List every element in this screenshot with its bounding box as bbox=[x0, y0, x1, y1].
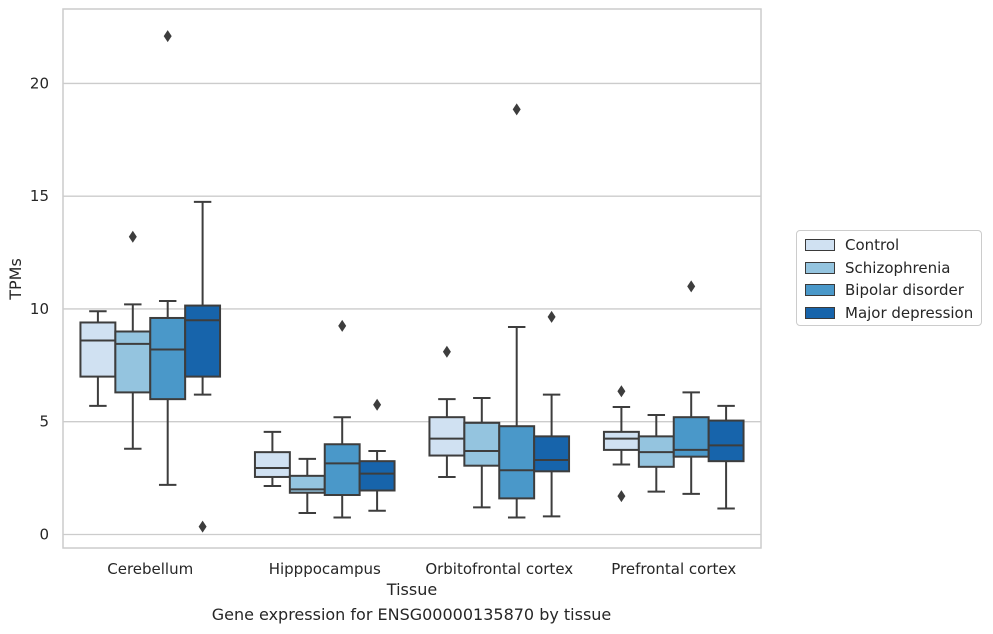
y-tick-label: 0 bbox=[39, 525, 49, 543]
x-tick-label: Hipppocampus bbox=[269, 560, 381, 578]
x-tick-labels: Cerebellum Hipppocampus Orbitofrontal cort… bbox=[107, 560, 736, 578]
outlier-point bbox=[617, 490, 626, 503]
legend-swatch-control bbox=[805, 239, 835, 251]
box-iqr bbox=[498, 425, 536, 500]
outlier-point bbox=[617, 385, 626, 398]
legend-label-control: Control bbox=[845, 236, 900, 254]
box-iqr bbox=[79, 321, 117, 378]
outlier-point bbox=[373, 398, 382, 411]
chart-caption: Gene expression for ENSG00000135870 by t… bbox=[211, 605, 612, 624]
outlier-point bbox=[512, 103, 521, 116]
outlier-point bbox=[338, 319, 347, 332]
box-iqr bbox=[184, 304, 222, 378]
gridlines bbox=[63, 82, 761, 536]
legend-label-schizophrenia: Schizophrenia bbox=[845, 259, 951, 277]
legend-label-major-depression: Major depression bbox=[845, 304, 974, 322]
legend-swatch-major-depression bbox=[805, 307, 835, 319]
box-iqr bbox=[463, 421, 501, 467]
outlier-point bbox=[163, 30, 172, 43]
y-tick-label: 5 bbox=[39, 413, 49, 431]
y-tick-label: 20 bbox=[30, 74, 49, 92]
box-iqr bbox=[114, 330, 152, 394]
outlier-point bbox=[547, 310, 556, 323]
box-iqr bbox=[358, 460, 396, 492]
box-iqr bbox=[602, 430, 640, 451]
outlier-point bbox=[687, 280, 696, 293]
x-axis-label: Tissue bbox=[386, 580, 437, 599]
legend-label-bipolar-disorder: Bipolar disorder bbox=[845, 281, 964, 299]
legend-swatch-bipolar-disorder bbox=[805, 284, 835, 296]
x-tick-label: Cerebellum bbox=[107, 560, 193, 578]
outlier-point bbox=[198, 520, 207, 533]
box-iqr bbox=[707, 419, 745, 463]
legend: Control Schizophrenia Bipolar disorder M… bbox=[796, 230, 982, 326]
box-iqr bbox=[533, 435, 571, 473]
box-iqr bbox=[428, 416, 466, 457]
boxes bbox=[79, 30, 745, 533]
x-tick-label: Prefrontal cortex bbox=[611, 560, 736, 578]
legend-item-bipolar-disorder: Bipolar disorder bbox=[805, 280, 964, 300]
x-tick-label: Orbitofrontal cortex bbox=[425, 560, 573, 578]
outlier-point bbox=[442, 345, 451, 358]
box-iqr bbox=[149, 316, 187, 401]
box-iqr bbox=[253, 451, 291, 478]
legend-item-control: Control bbox=[805, 235, 899, 255]
plot-area-frame bbox=[62, 8, 762, 549]
legend-item-major-depression: Major depression bbox=[805, 303, 973, 323]
y-axis-label: TPMs bbox=[6, 258, 25, 301]
legend-item-schizophrenia: Schizophrenia bbox=[805, 258, 950, 278]
y-tick-label: 10 bbox=[30, 300, 49, 318]
y-tick-label: 15 bbox=[30, 187, 49, 205]
y-tick-labels: 0 5 10 15 20 bbox=[30, 74, 49, 543]
box-iqr bbox=[323, 443, 361, 497]
outlier-point bbox=[128, 230, 137, 243]
legend-swatch-schizophrenia bbox=[805, 262, 835, 274]
